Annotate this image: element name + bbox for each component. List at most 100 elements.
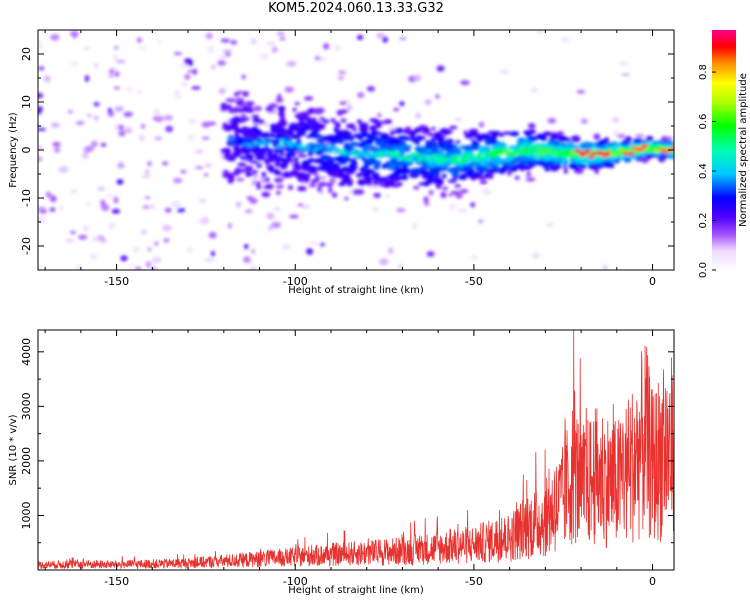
- spectrogram-noise-cell: [281, 243, 291, 250]
- spectrogram-cell: [297, 185, 307, 192]
- spectrogram-cell: [347, 166, 356, 171]
- spectrogram-cell: [455, 192, 463, 199]
- spectrogram-cell: [471, 175, 476, 181]
- spectrogram-cell: [307, 150, 314, 156]
- spectrogram-noise-cell: [58, 166, 69, 173]
- spectrogram-noise-cell: [140, 229, 147, 236]
- spectrogram-cell: [430, 148, 440, 154]
- spectrogram-cell: [220, 148, 230, 154]
- spectrogram-cell: [560, 157, 566, 163]
- spectrogram-cell: [515, 155, 524, 161]
- spectrogram-noise-cell: [267, 225, 274, 232]
- spectrogram-cell: [470, 161, 478, 167]
- spectrogram-cell: [244, 165, 254, 169]
- spectrogram-noise-cell: [382, 36, 388, 43]
- spectrogram-cell: [385, 180, 395, 185]
- spectrogram-ridge-cell: [321, 143, 330, 147]
- spectrogram-cell: [226, 157, 231, 161]
- spectrogram-cell: [307, 158, 316, 163]
- spectrogram-cell: [544, 167, 551, 172]
- spectrogram-noise-cell: [38, 106, 43, 112]
- spectrogram-noise-cell: [271, 46, 278, 53]
- spectrogram-cell: [256, 148, 266, 153]
- spectrogram-cell: [652, 140, 658, 145]
- spectrogram-cell: [590, 166, 598, 170]
- spectrogram-cell: [526, 140, 532, 144]
- spectrogram-cell: [620, 140, 631, 147]
- spectrogram-cell: [429, 145, 438, 149]
- spectrogram-cell: [448, 192, 453, 197]
- spectrogram-ridge-cell: [524, 151, 532, 156]
- spectrogram-cell: [393, 107, 400, 112]
- spectrogram-cell: [523, 130, 532, 135]
- spectrogram-cell: [381, 163, 389, 169]
- spectrogram-cell: [490, 168, 498, 174]
- spectrogram-noise-cell: [251, 38, 257, 45]
- spectrogram-cell: [456, 149, 462, 155]
- spectrogram-cell: [595, 159, 601, 163]
- spectrogram-noise-cell: [199, 218, 210, 225]
- spectrogram-cell: [360, 126, 369, 132]
- spectrogram-cell: [339, 181, 347, 186]
- spectrogram-cell: [386, 163, 397, 167]
- spectrogram-cell: [363, 163, 369, 170]
- spectrogram-noise-cell: [147, 247, 152, 252]
- spectrogram-cell: [233, 92, 240, 97]
- spectrogram-cell: [361, 140, 370, 145]
- spectrogram-noise-cell: [67, 109, 74, 114]
- spectrogram-noise-cell: [309, 241, 319, 246]
- spectrogram-cell: [269, 123, 278, 129]
- spectrogram-cell: [308, 183, 317, 188]
- spectrogram-cell: [241, 114, 246, 118]
- spectrogram-noise-cell: [180, 169, 187, 174]
- spectrogram-x-label: Height of straight line (km): [288, 285, 424, 296]
- spectrogram-cell: [574, 157, 585, 162]
- spectrogram-cell: [363, 179, 372, 185]
- spectrogram-cell: [413, 186, 420, 190]
- spectrogram-noise-cell: [207, 46, 215, 53]
- spectrogram-noise-cell: [220, 38, 230, 43]
- spectrogram-noise-cell: [244, 243, 249, 250]
- spectrogram-cell: [521, 155, 528, 161]
- spectrogram-cell: [437, 178, 444, 186]
- spectrogram-cell: [343, 136, 348, 141]
- spectrogram-cell: [404, 126, 412, 132]
- spectrogram-noise-cell: [194, 166, 204, 170]
- spectrogram-noise-cell: [38, 92, 44, 99]
- spectrogram-noise-cell: [253, 105, 263, 112]
- spectrogram-cell: [312, 129, 319, 134]
- spectrogram-cell: [278, 120, 288, 127]
- spectrogram-cell: [430, 137, 436, 143]
- spectrogram-cell: [366, 159, 373, 165]
- spectrogram-cell: [311, 121, 316, 125]
- spectrogram-noise-cell: [530, 87, 539, 93]
- spectrogram-noise-cell: [576, 89, 586, 94]
- spectrogram-noise-cell: [205, 32, 213, 40]
- spectrogram-cell: [526, 171, 532, 177]
- spectrogram-ridge-cell: [627, 151, 635, 156]
- spectrogram-noise-cell: [164, 207, 172, 213]
- spectrogram-cell: [256, 162, 263, 168]
- spectrogram-noise-cell: [370, 185, 380, 190]
- spectrogram-noise-cell: [97, 235, 105, 241]
- spectrogram-noise-cell: [115, 60, 126, 64]
- spectrogram-cell: [235, 97, 245, 101]
- spectrogram-cell: [293, 157, 299, 162]
- spectrogram-cell: [559, 135, 567, 142]
- spectrogram-noise-cell: [396, 208, 406, 213]
- y-tick-label: 3000: [20, 392, 33, 420]
- spectrogram-ridge-cell: [567, 153, 575, 158]
- spectrogram-noise-cell: [478, 219, 484, 223]
- spectrogram-ridge-cell: [538, 151, 547, 156]
- spectrogram-ridge-cell: [655, 145, 664, 149]
- spectrogram-cell: [326, 134, 334, 139]
- spectrogram-ridge-cell: [458, 160, 467, 164]
- spectrogram-cell: [379, 133, 389, 137]
- spectrogram-noise-cell: [86, 201, 91, 206]
- spectrogram-cell: [488, 172, 494, 180]
- spectrogram-noise-cell: [208, 231, 217, 239]
- spectrogram-noise-cell: [243, 256, 251, 264]
- spectrogram-cell: [373, 192, 381, 198]
- spectrogram-noise-cell: [273, 207, 281, 211]
